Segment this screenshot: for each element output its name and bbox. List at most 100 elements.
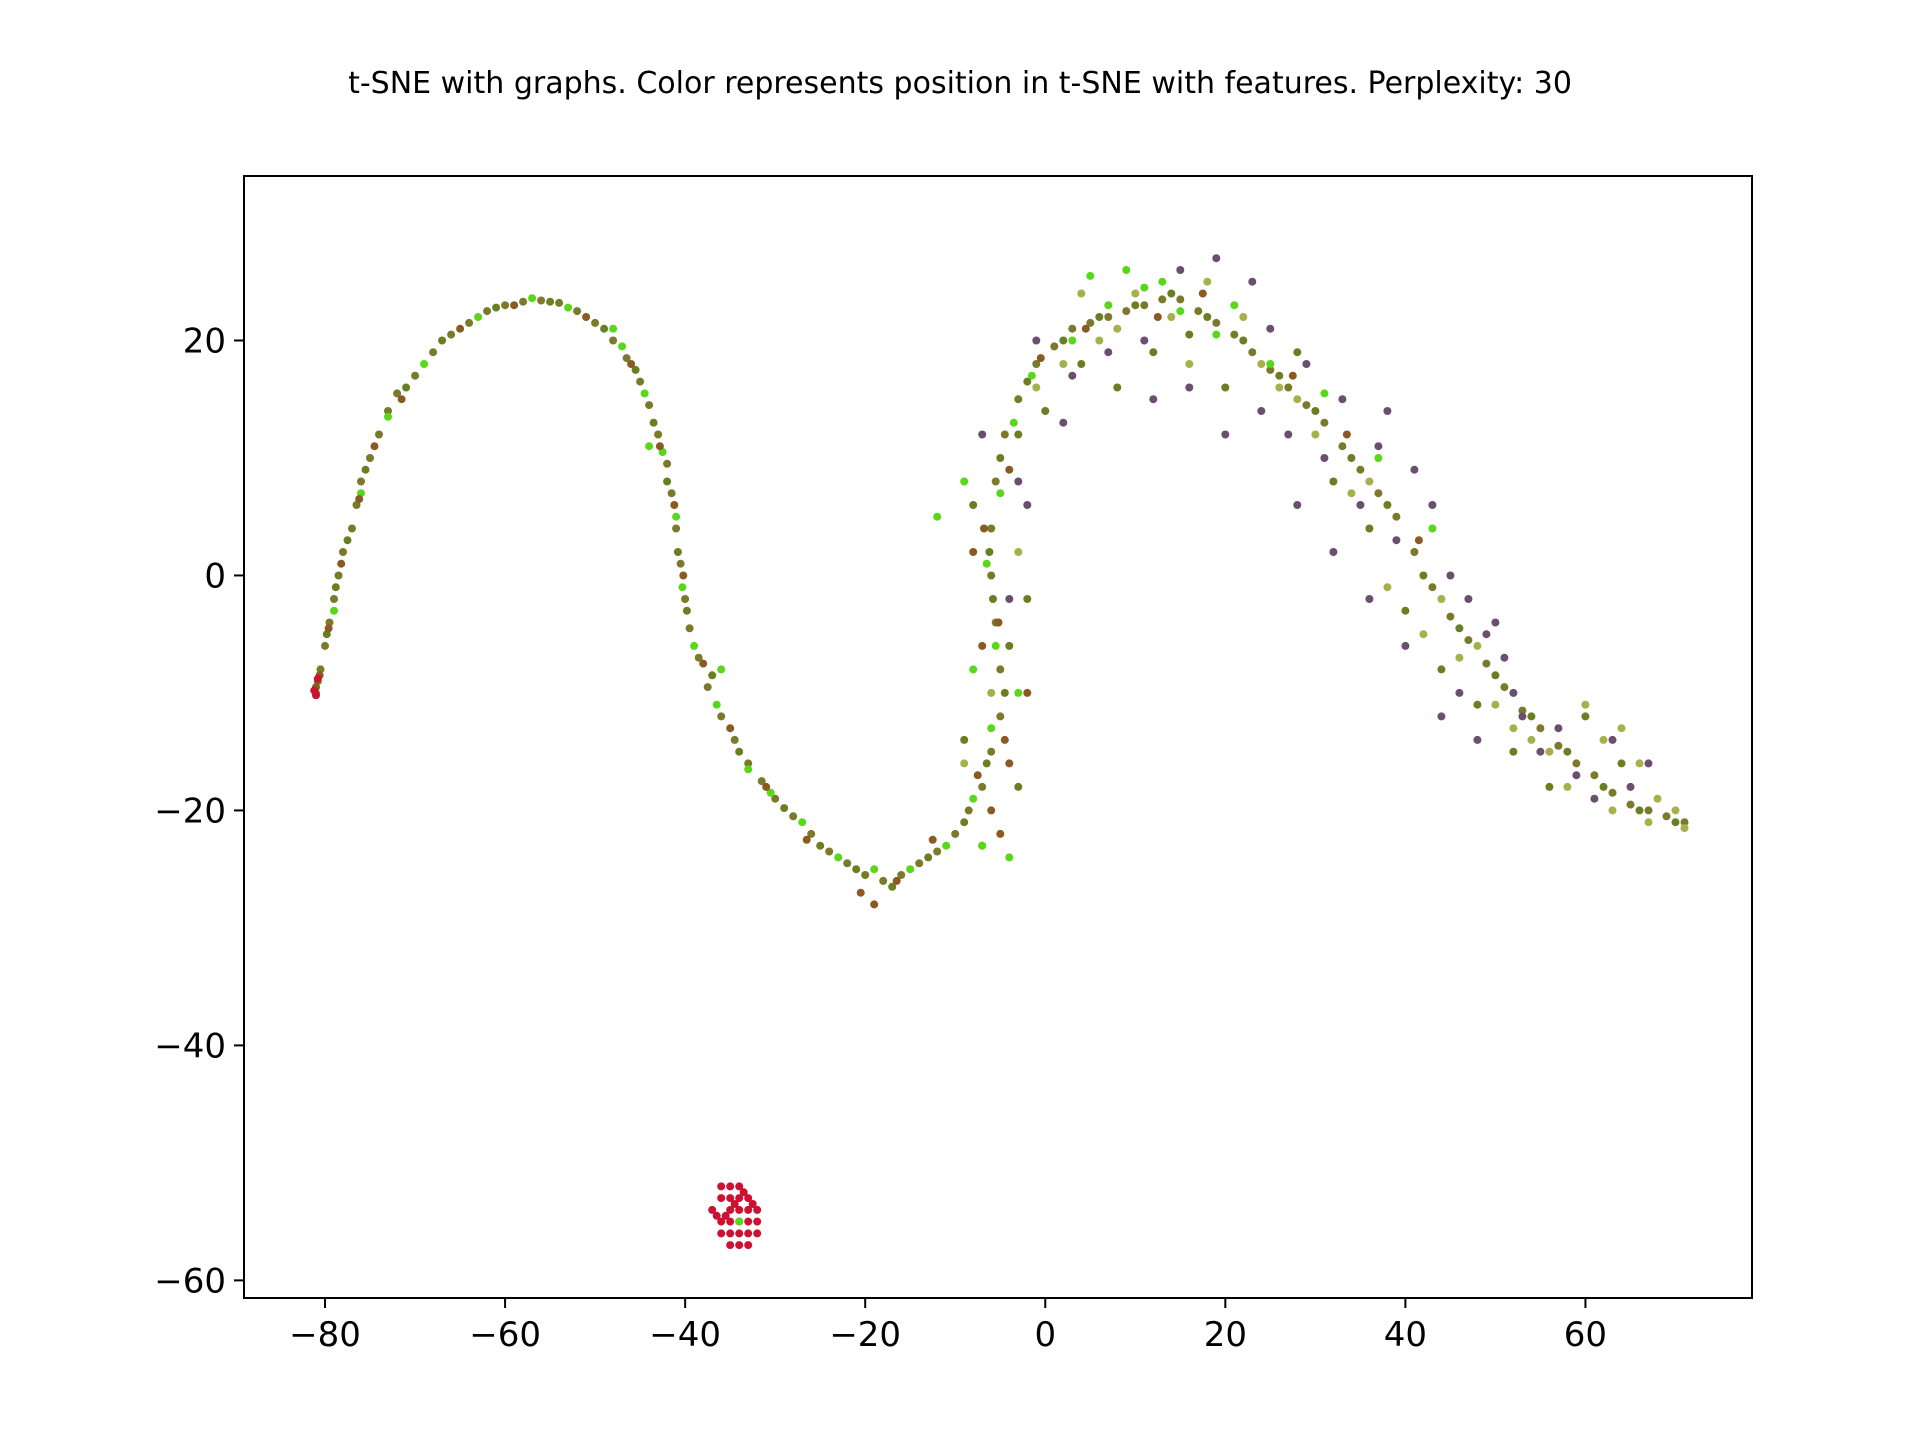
data-point — [964, 806, 973, 815]
data-point — [1455, 624, 1464, 633]
data-point — [1104, 348, 1113, 357]
data-point — [942, 841, 951, 850]
data-point — [1095, 313, 1104, 321]
data-point — [447, 330, 456, 339]
data-point — [744, 759, 753, 768]
data-point — [384, 407, 392, 415]
data-point — [1563, 782, 1572, 791]
data-point — [1446, 612, 1455, 621]
data-point — [1518, 712, 1527, 721]
data-point — [1059, 336, 1068, 345]
data-point — [996, 712, 1005, 721]
data-point — [969, 665, 978, 674]
data-point — [1113, 324, 1122, 333]
data-point — [766, 788, 775, 797]
data-point — [1374, 454, 1383, 462]
data-point — [879, 876, 888, 885]
data-point — [694, 653, 703, 662]
data-point — [708, 671, 717, 680]
data-point — [1014, 782, 1023, 791]
data-point — [1342, 430, 1351, 439]
x-tick-label: −80 — [289, 1315, 361, 1355]
data-point — [834, 853, 843, 862]
data-point — [676, 559, 685, 568]
data-point — [735, 1217, 744, 1226]
data-point — [735, 1241, 744, 1250]
data-point — [933, 847, 942, 856]
data-point — [726, 1217, 735, 1226]
data-point — [1509, 688, 1518, 697]
data-point — [996, 454, 1005, 462]
data-point — [1000, 735, 1009, 744]
data-point — [1320, 454, 1329, 462]
data-point — [1464, 595, 1473, 603]
data-point — [735, 1194, 744, 1203]
x-tick-label: 60 — [1564, 1315, 1607, 1355]
data-point — [987, 571, 996, 580]
data-point — [985, 548, 994, 556]
data-point — [960, 477, 969, 486]
data-point — [1077, 289, 1086, 298]
data-point — [1491, 671, 1500, 680]
data-point — [1086, 318, 1095, 327]
data-point — [1680, 824, 1689, 833]
data-point — [678, 583, 687, 592]
data-point — [1158, 295, 1167, 304]
data-point — [1446, 571, 1455, 580]
data-point — [906, 865, 915, 874]
data-point — [735, 1229, 744, 1238]
data-point — [1140, 336, 1149, 345]
data-point — [1266, 365, 1275, 374]
data-point — [1248, 348, 1257, 357]
data-point — [726, 724, 735, 733]
data-point — [753, 1205, 762, 1214]
data-point — [1563, 747, 1572, 756]
data-point — [636, 377, 645, 386]
data-point — [1662, 812, 1671, 821]
data-point — [924, 853, 933, 862]
data-point — [1284, 383, 1293, 392]
data-point — [1153, 313, 1162, 321]
data-point — [456, 324, 465, 333]
y-tick-label: −40 — [154, 1026, 226, 1066]
data-point — [1644, 806, 1653, 815]
data-point — [996, 829, 1005, 838]
data-point — [1230, 301, 1239, 310]
data-point — [735, 1205, 744, 1214]
data-point — [730, 735, 739, 744]
data-point — [1014, 548, 1023, 556]
data-point — [501, 301, 510, 310]
data-point — [330, 606, 338, 615]
data-point — [1464, 636, 1473, 645]
data-point — [1338, 442, 1347, 451]
data-point — [1414, 536, 1423, 545]
data-point — [987, 747, 996, 756]
data-point — [1545, 747, 1554, 756]
data-point — [1608, 788, 1617, 797]
data-point — [1482, 630, 1491, 639]
data-point — [1410, 548, 1419, 556]
data-point — [1428, 501, 1437, 509]
data-point — [1608, 735, 1617, 744]
data-point — [1410, 465, 1419, 474]
data-point — [1086, 271, 1095, 280]
data-point — [1059, 418, 1068, 427]
data-point — [1122, 307, 1131, 316]
data-point — [1005, 853, 1014, 862]
data-point — [1081, 324, 1090, 333]
data-point — [1293, 501, 1302, 509]
data-point — [1203, 313, 1212, 321]
data-point — [1000, 430, 1009, 439]
data-point — [1491, 700, 1500, 709]
data-point — [1041, 407, 1050, 415]
data-point — [739, 1188, 748, 1197]
data-point — [393, 389, 402, 398]
data-point — [663, 477, 672, 486]
data-point — [726, 1229, 735, 1238]
x-tick-label: 40 — [1384, 1315, 1427, 1355]
data-point — [762, 782, 771, 791]
data-point — [991, 641, 1000, 650]
data-point — [987, 524, 996, 533]
data-point — [492, 303, 501, 312]
data-point — [1149, 348, 1158, 357]
